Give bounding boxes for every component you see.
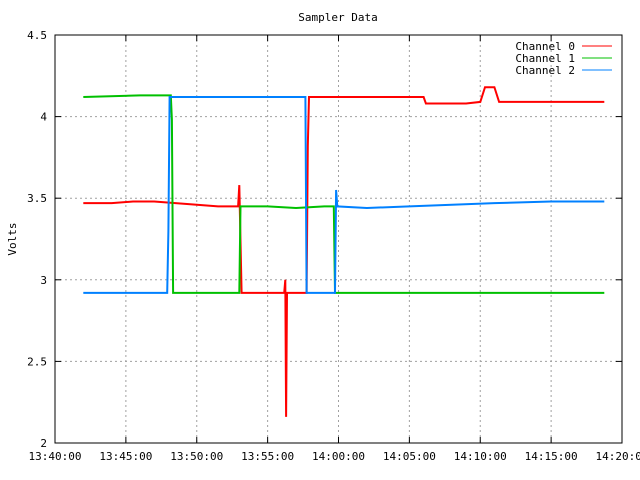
- x-tick-label: 14:10:00: [454, 450, 507, 463]
- y-tick-label: 3.5: [27, 192, 47, 205]
- legend-label: Channel 0: [515, 40, 575, 53]
- y-tick-label: 2.5: [27, 355, 47, 368]
- ticks: 2 2.5 3 3.5 4 4.5 13:40:00 13:45:00 13:50:00 13:5…: [27, 29, 640, 463]
- x-tick-label: 13:50:00: [170, 450, 223, 463]
- series-layer: [83, 86, 605, 417]
- y-tick-label: 3: [40, 274, 47, 287]
- grid: [55, 35, 622, 443]
- x-tick-label: 14:20:00: [596, 450, 640, 463]
- y-tick-label: 4: [40, 111, 47, 124]
- x-tick-label: 13:40:00: [29, 450, 82, 463]
- x-tick-label: 14:00:00: [312, 450, 365, 463]
- series-line-channel-2: [83, 96, 605, 294]
- y-tick-label: 2: [40, 437, 47, 450]
- legend-label: Channel 2: [515, 64, 575, 77]
- y-tick-label: 4.5: [27, 29, 47, 42]
- x-tick-label: 13:55:00: [241, 450, 294, 463]
- x-tick-label: 14:15:00: [525, 450, 578, 463]
- series-line-channel-1: [83, 94, 605, 294]
- x-tick-label: 14:05:00: [383, 450, 436, 463]
- series-line-channel-0: [83, 86, 605, 417]
- x-tick-label: 13:45:00: [99, 450, 152, 463]
- chart-title: Sampler Data: [298, 11, 377, 24]
- y-axis-label: Volts: [6, 222, 19, 255]
- legend-label: Channel 1: [515, 52, 575, 65]
